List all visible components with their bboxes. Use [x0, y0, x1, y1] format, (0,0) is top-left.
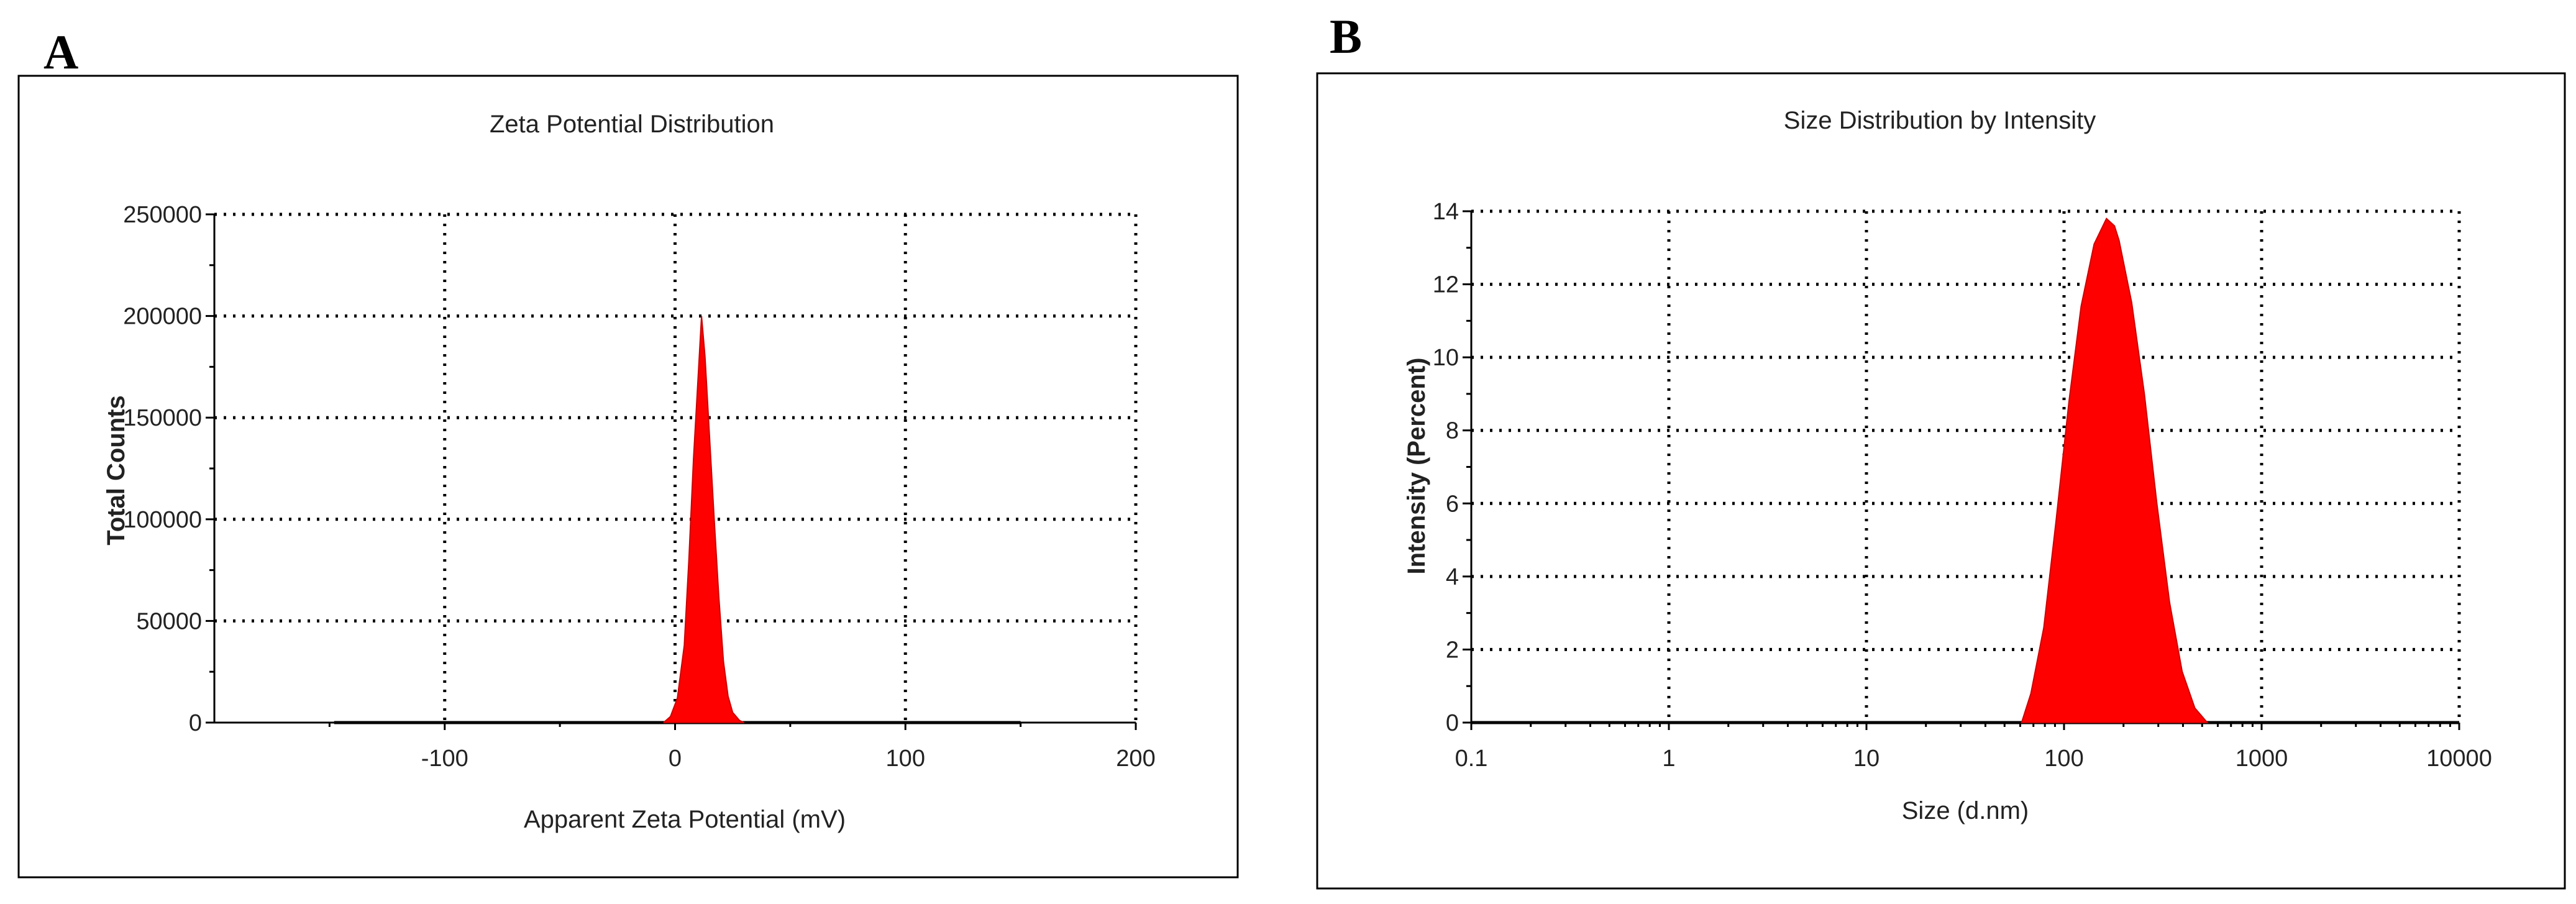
chart-a-distribution-area — [663, 316, 745, 723]
panel-letter-a: A — [43, 25, 78, 79]
chart-a: Zeta Potential Distribution Apparent Zet… — [103, 111, 1156, 833]
chart-b-y-tick-label: 2 — [1446, 637, 1459, 663]
chart-b-y-tick-label: 12 — [1433, 272, 1459, 298]
chart-b-x-tick-label: 10 — [1853, 746, 1879, 772]
chart-a-y-tick-label: 0 — [189, 710, 202, 736]
chart-a-y-tick-label: 100000 — [123, 507, 202, 533]
chart-title-b: Size Distribution by Intensity — [1784, 107, 2096, 134]
chart-frame-a — [17, 75, 1239, 879]
panel-a: A Zeta Potential Distribution Apparent Z… — [17, 25, 1239, 879]
chart-a-x-tick-label: 200 — [1116, 746, 1155, 772]
chart-b-distribution-area — [2021, 217, 2209, 723]
chart-frame-b — [1316, 72, 2566, 890]
chart-b-x-tick-label: 10000 — [2426, 746, 2492, 772]
chart-a-y-tick-label: 150000 — [123, 405, 202, 431]
chart-b-y-tick-label: 10 — [1433, 345, 1459, 371]
chart-b-y-tick-label: 8 — [1446, 418, 1459, 444]
chart-a-y-tick-label: 250000 — [123, 202, 202, 228]
y-axis-label-a: Total Counts — [103, 395, 130, 545]
x-axis-label-b: Size (d.nm) — [1902, 797, 2029, 824]
x-axis-label-a: Apparent Zeta Potential (mV) — [524, 806, 846, 833]
chart-b-y-tick-label: 14 — [1433, 199, 1459, 225]
chart-a-x-tick-label: -100 — [421, 746, 468, 772]
y-axis-label-b: Intensity (Percent) — [1403, 358, 1430, 575]
chart-b: Size Distribution by Intensity Size (d.n… — [1403, 107, 2492, 824]
chart-b-x-tick-label: 100 — [2044, 746, 2083, 772]
chart-a-y-tick-label: 50000 — [136, 608, 202, 634]
chart-b-y-tick-label: 6 — [1446, 491, 1459, 517]
chart-b-x-tick-label: 1 — [1662, 746, 1675, 772]
chart-b-x-tick-label: 0.1 — [1455, 746, 1488, 772]
panel-letter-b: B — [1330, 9, 1362, 63]
chart-b-y-tick-label: 4 — [1446, 564, 1459, 590]
chart-a-x-tick-label: 0 — [669, 746, 682, 772]
chart-b-x-tick-label: 1000 — [2236, 746, 2288, 772]
panel-b: B Size Distribution by Intensity Size (d… — [1316, 9, 2566, 890]
chart-a-y-tick-label: 200000 — [123, 304, 202, 330]
chart-a-x-tick-label: 100 — [886, 746, 925, 772]
chart-b-y-tick-label: 0 — [1446, 710, 1459, 736]
chart-title-a: Zeta Potential Distribution — [490, 111, 774, 138]
